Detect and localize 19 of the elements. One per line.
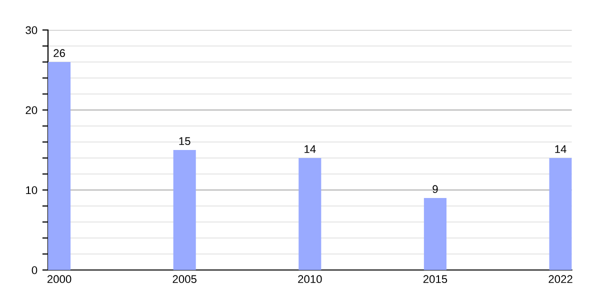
data-label: 14 bbox=[555, 145, 566, 153]
data-label: 15 bbox=[179, 137, 190, 146]
bar bbox=[549, 158, 572, 270]
bar bbox=[298, 158, 322, 270]
y-tick-label: 20 bbox=[26, 106, 38, 114]
bar bbox=[424, 198, 446, 270]
x-tick-label: 2010 bbox=[298, 275, 322, 284]
x-tick-label: 2015 bbox=[423, 275, 448, 284]
x-tick-label: 2022 bbox=[548, 275, 572, 284]
bar bbox=[48, 62, 71, 270]
y-tick-label: 0 bbox=[32, 266, 38, 274]
x-tick-label: 2000 bbox=[47, 275, 72, 284]
x-tick-label: 2005 bbox=[172, 275, 196, 284]
data-label: 9 bbox=[432, 185, 438, 194]
data-label: 14 bbox=[304, 145, 316, 153]
y-tick-label: 30 bbox=[26, 26, 38, 34]
bar bbox=[173, 150, 196, 270]
y-tick-label: 10 bbox=[26, 186, 38, 194]
data-label: 26 bbox=[54, 49, 65, 58]
